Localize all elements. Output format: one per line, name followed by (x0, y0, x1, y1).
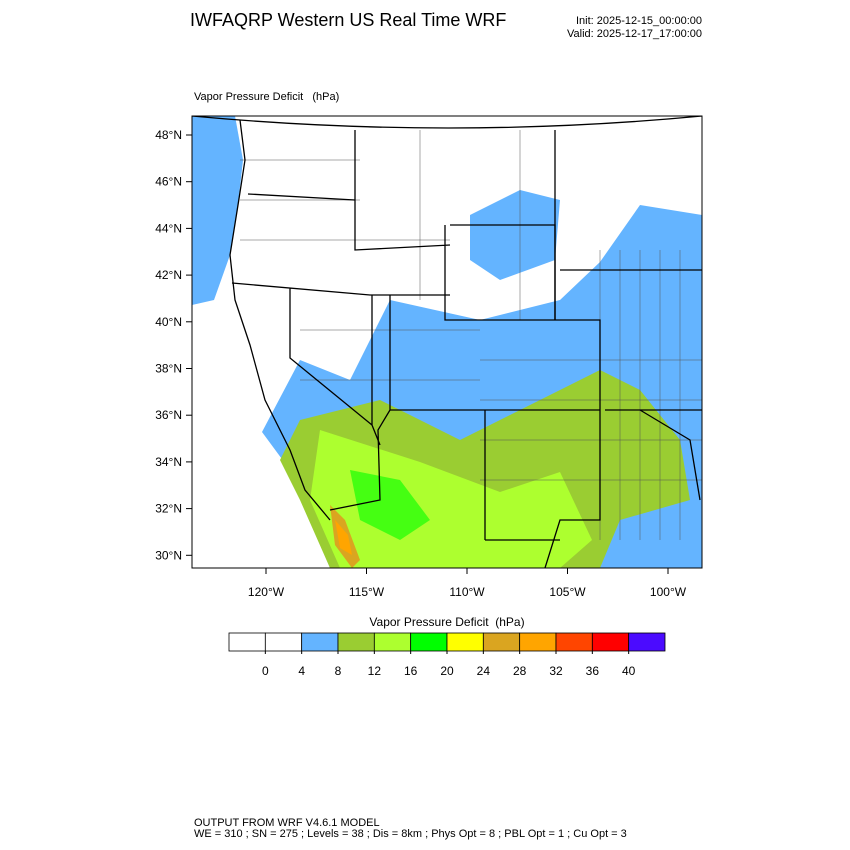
state-borders (192, 116, 702, 568)
lon-label: 105°W (549, 585, 586, 599)
lon-label: 115°W (349, 585, 385, 599)
page-title: IWFAQRP Western US Real Time WRF (190, 10, 506, 30)
colorbar-box (555, 632, 593, 652)
colorbar-tick-label: 24 (477, 664, 491, 678)
colorbar-tick-label: 4 (298, 664, 305, 678)
lat-label: 46°N (155, 175, 182, 189)
colorbar-box (264, 632, 303, 652)
vpd-field-lightgreen (310, 430, 592, 568)
valid-time: Valid: 2025-12-17_17:00:00 (567, 28, 702, 40)
lat-label: 32°N (155, 502, 182, 516)
lat-label: 48°N (155, 128, 182, 142)
colorbar-box (337, 632, 375, 652)
colorbar-title: Vapor Pressure Deficit (hPa) (369, 615, 524, 629)
colorbar-box (410, 632, 448, 652)
colorbar-tick-label: 8 (335, 664, 342, 678)
colorbar-tick-label: 20 (440, 664, 454, 678)
footer-line: OUTPUT FROM WRF V4.6.1 MODEL (194, 817, 380, 829)
map-axes: 48°N 46°N 44°N 42°N 40°N 38°N 36°N 34°N 32°N 30°N… (155, 128, 687, 599)
lon-label: 120°W (248, 585, 285, 599)
colorbar-box (591, 632, 630, 652)
colorbar-box (228, 632, 266, 652)
footer-line: WE = 310 ; SN = 275 ; Levels = 38 ; Dis … (194, 828, 627, 840)
lat-label: 30°N (155, 548, 182, 562)
lon-label: 110°W (449, 585, 485, 599)
lat-label: 36°N (155, 408, 182, 422)
vpd-field-green2 (350, 470, 430, 540)
lon-label: 100°W (650, 585, 687, 599)
vpd-field-blue (470, 190, 560, 280)
colorbar-tick-label: 28 (513, 664, 527, 678)
lat-label: 44°N (155, 221, 182, 235)
colorbar: 0 4 8 12 16 20 24 28 32 36 40 (228, 632, 666, 678)
colorbar-tick-label: 0 (262, 664, 269, 678)
colorbar-box (373, 632, 412, 652)
lat-label: 34°N (155, 455, 182, 469)
colorbar-box (446, 632, 484, 652)
colorbar-box (301, 632, 339, 652)
init-time: Init: 2025-12-15_00:00:00 (576, 15, 702, 27)
map (192, 116, 702, 568)
colorbar-tick-label: 16 (404, 664, 418, 678)
lat-label: 38°N (155, 362, 182, 376)
colorbar-tick-label: 12 (368, 664, 382, 678)
colorbar-box (519, 632, 557, 652)
ocean-field (192, 116, 243, 305)
lat-label: 40°N (155, 315, 182, 329)
colorbar-tick-label: 32 (549, 664, 563, 678)
map-title: Vapor Pressure Deficit (hPa) (194, 91, 339, 103)
colorbar-box (482, 632, 521, 652)
lat-label: 42°N (155, 268, 182, 282)
colorbar-box (628, 632, 666, 652)
colorbar-tick-label: 40 (622, 664, 636, 678)
vpd-field-orange (335, 520, 352, 555)
map-frame (191, 115, 703, 569)
colorbar-tick-label: 36 (586, 664, 600, 678)
